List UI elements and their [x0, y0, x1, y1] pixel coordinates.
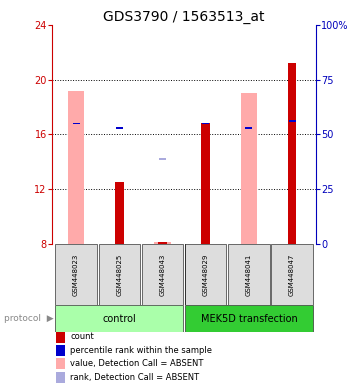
- Bar: [271, 245, 313, 305]
- Bar: [56, 331, 65, 343]
- Bar: [228, 245, 270, 305]
- Bar: [56, 344, 65, 356]
- Bar: [56, 358, 65, 369]
- Text: percentile rank within the sample: percentile rank within the sample: [70, 346, 212, 355]
- Text: rank, Detection Call = ABSENT: rank, Detection Call = ABSENT: [70, 373, 200, 382]
- Bar: [73, 122, 79, 124]
- Bar: [241, 93, 257, 244]
- Text: MEK5D transfection: MEK5D transfection: [201, 314, 297, 324]
- Bar: [158, 242, 167, 244]
- Bar: [56, 372, 65, 383]
- Text: value, Detection Call = ABSENT: value, Detection Call = ABSENT: [70, 359, 204, 368]
- Bar: [201, 123, 210, 244]
- Bar: [116, 127, 123, 129]
- Bar: [55, 305, 183, 332]
- Bar: [159, 158, 166, 160]
- Bar: [99, 245, 140, 305]
- Text: GSM448023: GSM448023: [73, 253, 79, 296]
- Text: GSM448047: GSM448047: [289, 253, 295, 296]
- Text: count: count: [70, 332, 94, 341]
- Bar: [154, 242, 171, 244]
- Text: GSM448041: GSM448041: [246, 253, 252, 296]
- Text: GSM448029: GSM448029: [203, 253, 209, 296]
- Text: control: control: [103, 314, 136, 324]
- Bar: [245, 127, 252, 129]
- Bar: [55, 245, 97, 305]
- Bar: [68, 91, 84, 244]
- Bar: [288, 63, 296, 244]
- Bar: [185, 305, 313, 332]
- Bar: [115, 182, 123, 244]
- Bar: [142, 245, 183, 305]
- Bar: [202, 122, 209, 124]
- Text: GSM448043: GSM448043: [160, 253, 165, 296]
- Text: protocol  ▶: protocol ▶: [4, 314, 53, 323]
- Title: GDS3790 / 1563513_at: GDS3790 / 1563513_at: [103, 10, 265, 24]
- Bar: [289, 120, 296, 122]
- Text: GSM448025: GSM448025: [116, 253, 122, 296]
- Bar: [185, 245, 226, 305]
